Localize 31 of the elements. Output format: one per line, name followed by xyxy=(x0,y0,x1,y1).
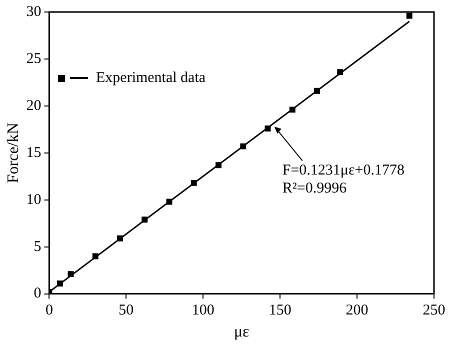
y-tick-label: 15 xyxy=(26,144,42,161)
x-tick-label: 100 xyxy=(192,302,214,319)
point xyxy=(240,143,246,150)
point xyxy=(142,216,148,223)
legend-label: Experimental data xyxy=(96,70,206,86)
x-tick-label: 0 xyxy=(45,302,53,319)
point xyxy=(68,271,74,278)
y-tick-label: 5 xyxy=(34,238,42,255)
x-tick-label: 150 xyxy=(268,302,292,319)
point xyxy=(216,162,222,168)
point xyxy=(337,69,344,76)
point xyxy=(264,126,271,132)
point xyxy=(57,280,63,286)
y-tick-label: 25 xyxy=(26,50,42,67)
point xyxy=(289,106,296,113)
point xyxy=(92,253,98,260)
point xyxy=(406,12,412,19)
point xyxy=(314,88,320,94)
point xyxy=(117,235,123,242)
x-tick-label: 250 xyxy=(422,302,446,319)
y-axis-title: Force/kN xyxy=(4,122,22,184)
x-tick-label: 50 xyxy=(118,302,134,319)
point xyxy=(190,180,197,186)
x-tick-label: 200 xyxy=(346,302,368,319)
annotation: R²=0.9996 xyxy=(282,180,348,197)
y-tick-label: 20 xyxy=(26,98,42,114)
y-tick-label: 10 xyxy=(26,192,42,208)
annotation: F=0.1231με+0.1778 xyxy=(282,162,404,179)
y-tick-label: 0 xyxy=(34,286,42,302)
x-axis-title: με xyxy=(234,324,250,341)
y-tick-label: 30 xyxy=(26,4,42,20)
